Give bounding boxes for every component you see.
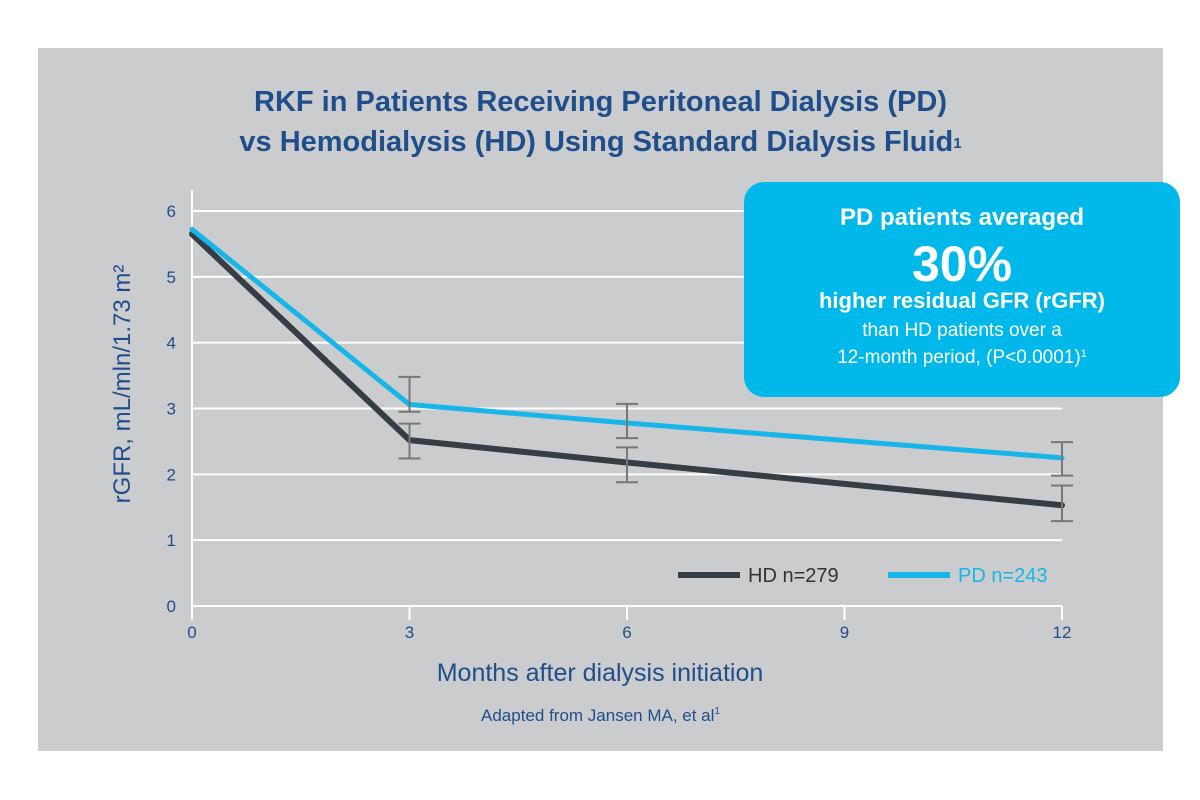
y-tick-label: 4: [167, 334, 176, 353]
callout-line-4: than HD patients over a: [862, 320, 1062, 341]
chart-panel: [38, 48, 1163, 751]
source-footnote: 1: [714, 706, 720, 717]
y-tick-label: 1: [167, 531, 176, 550]
legend-item-pd-label: PD n=243: [958, 565, 1048, 587]
callout-line-3: higher residual GFR (rGFR): [818, 288, 1106, 313]
series-line-pd: [189, 226, 1065, 461]
x-tick-label: 3: [405, 623, 414, 642]
legend-item-hd-label: HD n=279: [748, 565, 839, 587]
series-line-hd: [189, 231, 1065, 509]
x-tick-label: 6: [622, 623, 631, 642]
callout-percent: 30%: [911, 236, 1013, 292]
x-axis-title: Months after dialysis initiation: [437, 659, 764, 687]
y-tick-label: 2: [167, 465, 176, 484]
y-tick-label: 0: [167, 597, 176, 616]
callout-footnote: 1: [1080, 348, 1087, 360]
title-footnote: 1: [953, 135, 962, 152]
x-tick-label: 12: [1053, 623, 1072, 642]
callout-line-1: PD patients averaged: [839, 204, 1085, 231]
y-axis-title: rGFR, mL/mln/1.73 m²: [109, 265, 136, 504]
title-line-2: vs Hemodialysis (HD) Using Standard Dial…: [239, 126, 962, 158]
title-line-1: RKF in Patients Receiving Peritoneal Dia…: [254, 86, 947, 118]
x-tick-label: 9: [840, 623, 849, 642]
x-tick-label: 0: [187, 623, 196, 642]
chart-title: RKF in Patients Receiving Peritoneal Dia…: [38, 82, 1163, 162]
source-note: Adapted from Jansen MA, et al1: [481, 706, 720, 725]
y-tick-label: 5: [167, 268, 176, 287]
callout-line-5: 12-month period, (P<0.0001)1: [837, 347, 1087, 368]
y-tick-label: 3: [167, 400, 176, 419]
callout-box: PD patients averaged 30% higher residual…: [744, 182, 1180, 397]
y-tick-label: 6: [167, 202, 176, 221]
